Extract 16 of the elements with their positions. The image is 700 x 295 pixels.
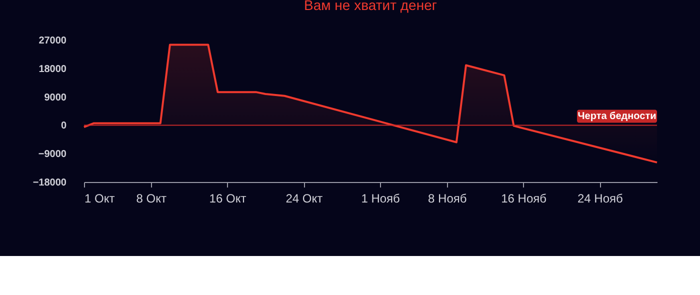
x-tick-label: 24 Нояб [577, 192, 624, 206]
y-tick-label: 18000 [38, 64, 67, 75]
x-tick-label: 8 Окт [136, 192, 167, 206]
chart-title: Вам не хватит денег [304, 0, 437, 13]
x-tick-label: 8 Нояб [428, 192, 467, 206]
y-tick-label: 27000 [38, 36, 67, 46]
x-tick-label: 1 Окт [84, 192, 116, 206]
ref-line-label: Черта бедности [578, 111, 656, 122]
x-tick-label: 16 Окт [209, 192, 247, 206]
y-tick-label: 0 [60, 120, 67, 132]
x-tick-label: 24 Окт [286, 192, 324, 206]
x-tick-label: 1 Нояб [361, 192, 400, 206]
y-tick-label: 9000 [44, 92, 67, 104]
y-tick-label: −9000 [38, 149, 67, 160]
x-tick-label: 16 Нояб [501, 192, 547, 206]
y-tick-label: −18000 [32, 178, 67, 188]
